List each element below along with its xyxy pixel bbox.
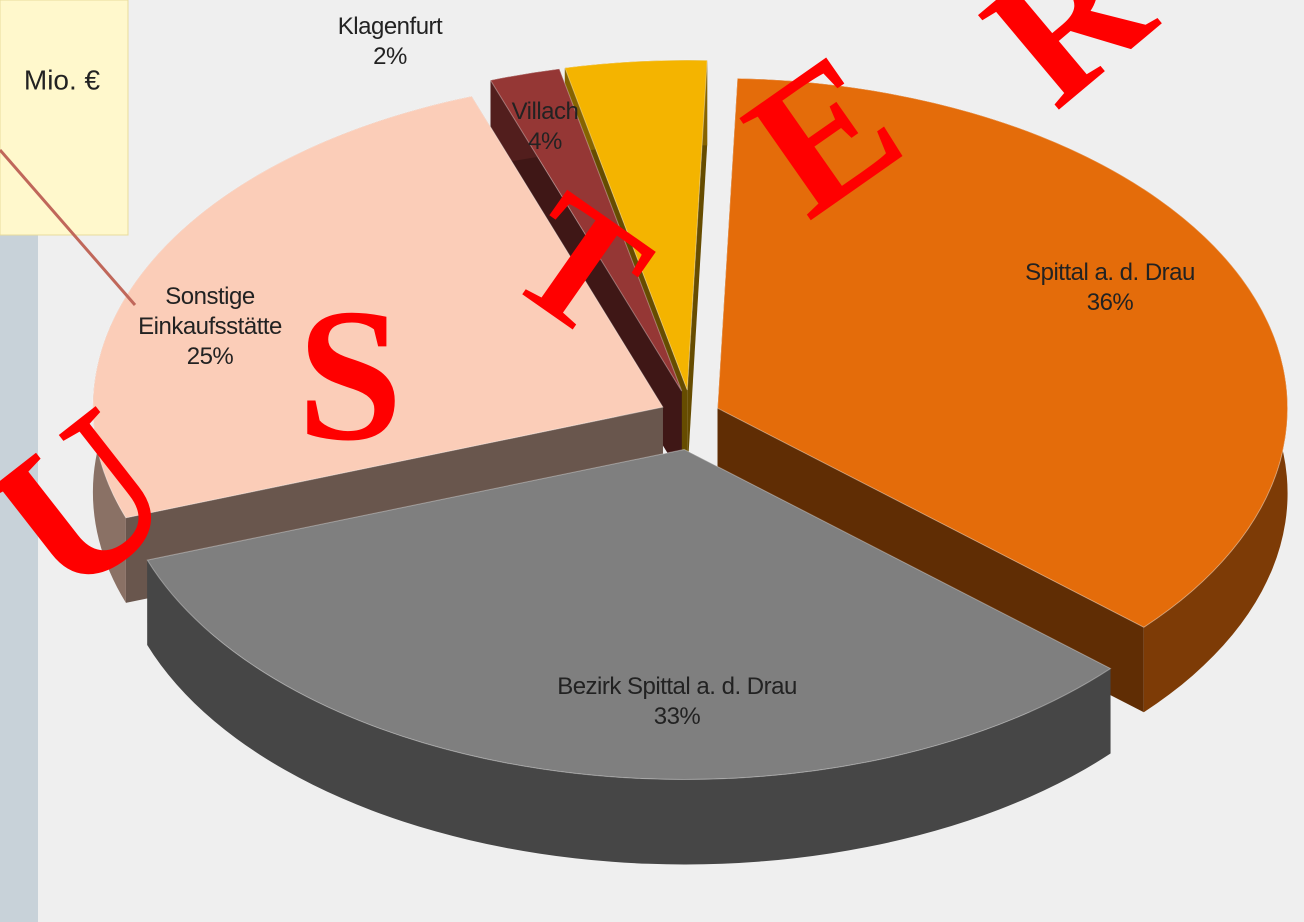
data-label: Bezirk Spittal a. d. Drau 33% xyxy=(527,672,827,732)
data-label: Villach 4% xyxy=(485,97,605,157)
callout-line xyxy=(0,149,137,306)
slice-wall xyxy=(687,60,708,476)
slice-value: 4% xyxy=(528,128,562,155)
pie xyxy=(92,59,1289,865)
slice xyxy=(146,448,1112,780)
slice-name: Villach xyxy=(511,98,579,125)
callout-box xyxy=(0,0,129,236)
slice xyxy=(717,77,1289,628)
slice xyxy=(489,68,683,392)
slice-side xyxy=(147,560,1111,865)
slice-name: Sonstige Einkaufsstätte xyxy=(138,283,282,340)
slice-value: 36% xyxy=(1086,289,1134,316)
annotation: S xyxy=(297,271,403,481)
callout-text: Mio. € xyxy=(24,64,101,95)
slice-value: 33% xyxy=(653,703,701,730)
data-label: Sonstige Einkaufsstätte 25% xyxy=(125,282,295,372)
slice-name: Spittal a. d. Drau xyxy=(1025,259,1195,286)
slice-value: 2% xyxy=(373,43,407,70)
slice xyxy=(92,95,664,519)
slice-name: Bezirk Spittal a. d. Drau xyxy=(557,673,797,700)
data-label: Spittal a. d. Drau 36% xyxy=(980,258,1240,318)
slice-name: Klagenfurt xyxy=(337,13,443,40)
side-strip xyxy=(0,235,38,922)
slice xyxy=(564,59,708,391)
slice-value: 25% xyxy=(186,343,234,370)
data-label: Klagenfurt 2% xyxy=(290,12,490,72)
